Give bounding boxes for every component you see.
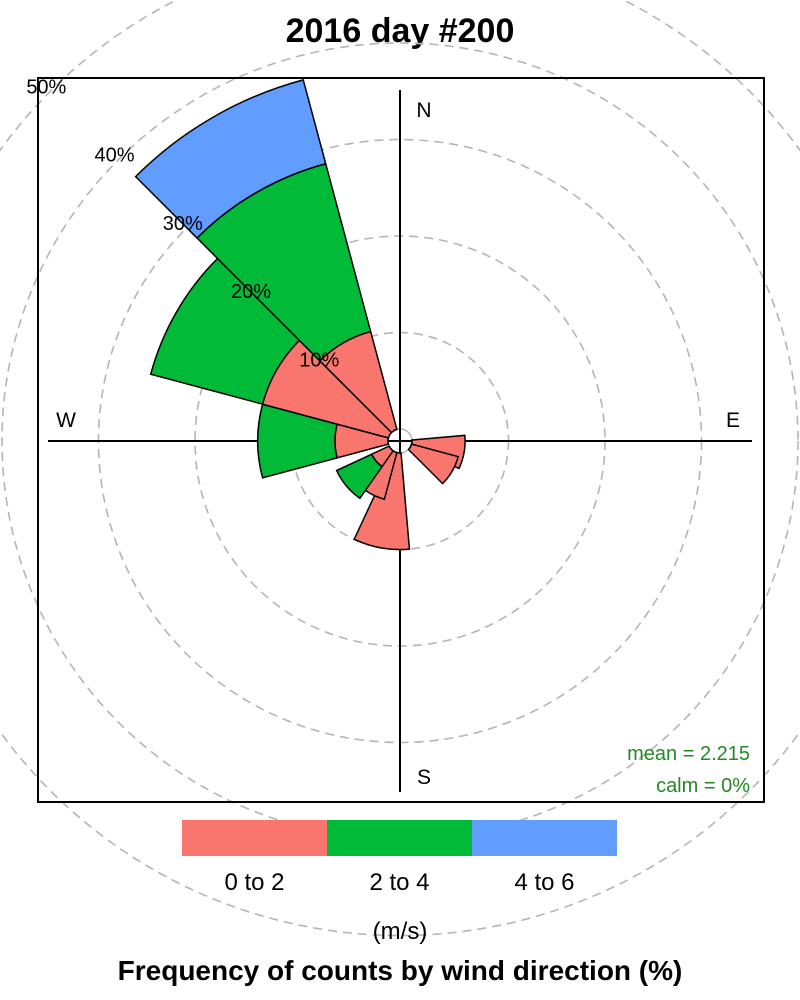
wind-sector-330-bin-3 (134, 78, 327, 240)
wind-sector-120-bin-1 (407, 443, 460, 485)
legend-label-3: 4 to 6 (514, 869, 574, 896)
legend: 0 to 2 2 to 4 4 to 6 (182, 820, 617, 896)
chart-title: 2016 day #200 (285, 12, 515, 50)
legend-label-1: 0 to 2 (224, 869, 284, 896)
compass-n: N (416, 99, 431, 122)
legend-swatch-3 (472, 820, 617, 856)
legend-label-2: 2 to 4 (369, 869, 429, 896)
legend-swatch-2 (327, 820, 472, 856)
wind-sector-190-bin-1 (353, 450, 411, 551)
compass-e: E (726, 409, 740, 432)
legend-swatch-1 (182, 820, 327, 856)
plot-border (37, 77, 765, 803)
chart-footer: Frequency of counts by wind direction (%… (117, 955, 683, 986)
grid-label-1: 10% (299, 349, 339, 371)
stat-calm: calm = 0% (656, 775, 750, 797)
compass-w: W (56, 409, 76, 432)
compass-layer: N E S W (56, 99, 740, 789)
grid-labels-layer: 10% 20% 30% 40% 50% (26, 76, 339, 371)
grid-label-5: 50% (26, 76, 66, 98)
wind-sector-230-bin-2 (335, 453, 384, 500)
axes-layer (48, 90, 752, 792)
grid-circle-4 (1, 42, 799, 840)
compass-s: S (417, 766, 431, 789)
stat-mean: mean = 2.215 (627, 743, 750, 765)
grid-label-4: 40% (95, 145, 135, 167)
grid-label-3: 30% (163, 213, 203, 235)
legend-unit: (m/s) (372, 918, 428, 945)
sectors-layer (134, 78, 466, 551)
grid-label-2: 20% (231, 281, 271, 303)
wind-sector-300-bin-2 (149, 257, 301, 406)
